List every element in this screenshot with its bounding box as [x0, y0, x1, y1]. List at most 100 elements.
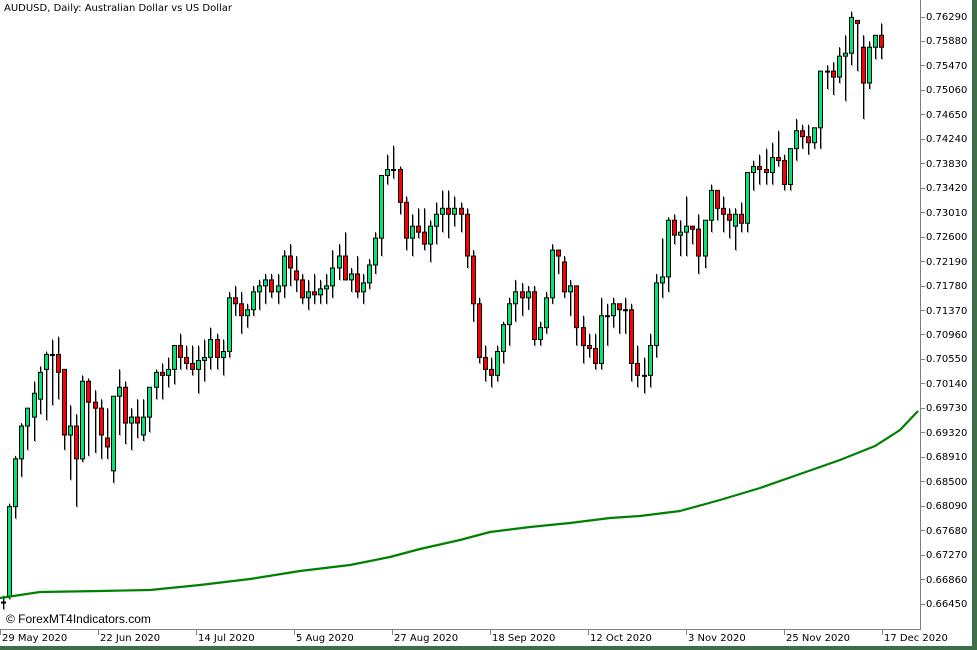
price-axis[interactable]: 0.76290 0.75880 0.75470 0.75060 0.74650 0.742… [921, 0, 972, 630]
bear-candle-body [355, 273, 360, 293]
bear-candle-body [422, 231, 427, 245]
bear-candle-body [831, 70, 836, 78]
price-tick-label: 0.73830 [921, 159, 967, 170]
bull-candle-body [361, 282, 366, 293]
bull-candle-body [257, 285, 262, 293]
bull-candle-body [440, 207, 445, 215]
bull-candle-body [770, 157, 775, 174]
bull-candle-body [812, 127, 817, 144]
bull-candle-body [745, 172, 750, 224]
chart-plot-area[interactable]: AUDUSD, Daily: Australian Dollar vs US D… [0, 0, 921, 630]
bear-candle-body [587, 345, 592, 350]
bear-candle-body [782, 160, 787, 185]
bull-candle-body [196, 359, 201, 370]
price-tick-label: 0.75060 [921, 86, 967, 96]
bull-candle-body [495, 350, 500, 376]
bear-candle-body [800, 130, 805, 138]
bear-candle-body [776, 157, 781, 162]
date-tick-label: 12 Oct 2020 [588, 630, 652, 644]
time-axis[interactable]: 29 May 2020 22 Jun 2020 14 Jul 2020 5 Aug 2… [0, 630, 948, 646]
bull-candle-body [379, 174, 384, 239]
bear-candle-body [556, 249, 561, 257]
bull-candle-body [873, 34, 878, 48]
bull-candle-body [513, 291, 518, 305]
bull-candle-body [550, 249, 555, 299]
bear-candle-body [861, 46, 866, 84]
chart-title: AUDUSD, Daily: Australian Dollar vs US D… [4, 3, 233, 14]
bear-candle-body [489, 368, 494, 376]
bull-candle-body [684, 225, 689, 233]
bull-candle-body [391, 169, 396, 172]
bear-candle-body [160, 371, 165, 376]
price-tick-label: 0.75880 [921, 37, 967, 47]
price-tick-label: 0.74240 [921, 135, 967, 145]
watermark-text: © ForexMT4Indicators.com [6, 612, 151, 626]
bull-candle-body [648, 345, 653, 376]
bear-candle-body [696, 228, 701, 257]
bull-candle-body [282, 255, 287, 287]
bear-candle-body [56, 353, 61, 373]
price-tick-label: 0.75470 [921, 61, 967, 72]
bull-candle-body [678, 231, 683, 236]
bull-candle-body [1, 601, 6, 604]
date-tick-label: 3 Nov 2020 [686, 630, 746, 644]
bear-candle-body [288, 255, 293, 269]
bull-candle-body [428, 225, 433, 245]
price-tick-label: 0.68500 [921, 477, 967, 488]
bull-candle-body [733, 213, 738, 227]
bull-candle-body [623, 309, 628, 312]
bull-candle-body [751, 166, 756, 174]
bear-candle-body [532, 291, 537, 341]
bear-candle-body [184, 356, 189, 364]
date-tick-label: 5 Aug 2020 [294, 630, 354, 644]
price-tick-label: 0.69320 [921, 428, 967, 439]
date-tick-label: 25 Nov 2020 [784, 630, 850, 644]
bull-candle-body [666, 219, 671, 278]
bull-candle-body [19, 425, 24, 460]
bear-candle-body [593, 348, 598, 364]
bear-candle-body [757, 166, 762, 171]
bull-candle-body [330, 267, 335, 287]
bull-candle-body [202, 356, 207, 361]
price-tick-label: 0.72190 [921, 257, 967, 268]
bull-candle-body [385, 169, 390, 176]
price-tick-label: 0.70550 [921, 355, 967, 365]
bull-candle-body [611, 303, 616, 317]
candlestick-chart [0, 11, 919, 611]
bear-candle-body [855, 19, 860, 24]
bear-candle-body [739, 213, 744, 224]
date-tick-label: 27 Aug 2020 [392, 630, 458, 644]
bear-candle-body [483, 356, 488, 370]
bear-candle-body [404, 201, 409, 239]
bull-candle-body [38, 371, 43, 400]
bull-candle-body [452, 207, 457, 215]
bear-candle-body [190, 362, 195, 370]
bear-candle-body [105, 437, 110, 448]
price-tick-label: 0.71370 [921, 306, 967, 317]
bear-candle-body [690, 225, 695, 230]
bull-candle-body [172, 345, 177, 370]
bull-candle-body [709, 189, 714, 221]
bear-candle-body [446, 207, 451, 215]
bear-candle-body [178, 345, 183, 358]
price-tick-label: 0.71780 [921, 282, 967, 292]
price-tick-label: 0.68090 [921, 502, 967, 512]
bull-candle-body [599, 315, 604, 364]
bull-candle-body [154, 371, 159, 388]
bull-candle-body [703, 219, 708, 257]
bull-candle-body [788, 148, 793, 185]
bear-candle-body [806, 136, 811, 144]
moving-average-line [0, 410, 919, 600]
bull-candle-body [129, 416, 134, 424]
bear-candle-body [562, 261, 567, 293]
bear-candle-body [74, 425, 79, 460]
bull-candle-body [568, 285, 573, 293]
bull-candle-body [68, 425, 73, 436]
bull-candle-body [263, 279, 268, 287]
bear-candle-body [294, 270, 299, 281]
price-tick-label: 0.67680 [921, 526, 967, 537]
bull-candle-body [367, 264, 372, 284]
date-tick-label: 22 Jun 2020 [98, 630, 160, 644]
bull-candle-body [50, 353, 55, 356]
